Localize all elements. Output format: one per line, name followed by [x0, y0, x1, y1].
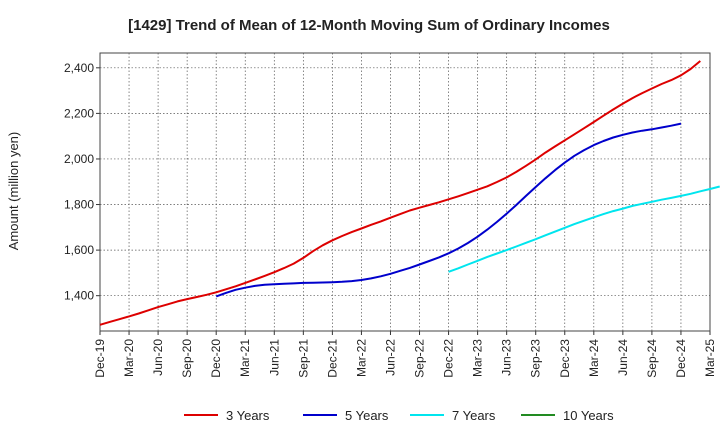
- plot-frame: [99, 52, 711, 332]
- x-tick-label: Mar-22: [354, 339, 368, 377]
- x-tick-label: Sep-23: [529, 339, 543, 378]
- plot-area: 1,400 1,600 1,800 2,000 2,200 2,400 Dec-19 Mar-…: [64, 52, 720, 378]
- x-tick-label: Dec-19: [93, 339, 107, 378]
- y-tick-label: 1,600: [64, 243, 94, 257]
- y-tick-label: 1,800: [64, 198, 94, 212]
- x-tick-label: Mar-20: [122, 339, 136, 377]
- legend-label: 3 Years: [226, 408, 270, 423]
- y-tick-label: 2,000: [64, 152, 94, 166]
- x-tick-label: Dec-24: [674, 339, 688, 378]
- x-tick-label: Jun-24: [616, 339, 630, 376]
- x-tick-label: Sep-22: [413, 339, 427, 378]
- y-tick-label: 2,400: [64, 61, 94, 75]
- legend: 3 Years 5 Years 7 Years 10 Years: [184, 408, 614, 423]
- x-tick-label: Jun-23: [500, 339, 514, 376]
- chart-title: [1429] Trend of Mean of 12-Month Moving …: [128, 17, 610, 34]
- x-tick-label: Sep-24: [645, 339, 659, 378]
- x-tick-label: Mar-24: [587, 339, 601, 377]
- x-tick-label: Mar-23: [471, 339, 485, 377]
- x-tick-label: Jun-21: [267, 339, 281, 376]
- legend-label: 10 Years: [563, 408, 614, 423]
- y-tick-label: 1,400: [64, 289, 94, 303]
- x-tick-label: Sep-21: [296, 339, 310, 378]
- legend-label: 7 Years: [452, 408, 496, 423]
- series-line-5-years: [215, 122, 682, 298]
- y-tick-label: 2,200: [64, 106, 94, 120]
- x-tick-label: Dec-20: [209, 339, 223, 378]
- x-tick-label: Dec-22: [442, 339, 456, 378]
- series-line-7-years: [448, 185, 720, 273]
- x-tick-label: Dec-21: [325, 339, 339, 378]
- x-tick-label: Mar-21: [238, 339, 252, 377]
- x-tick-label: Jun-20: [151, 339, 165, 376]
- x-tick-label: Sep-20: [180, 339, 194, 378]
- y-axis-label: Amount (million yen): [6, 132, 21, 251]
- series-line-3-years: [99, 60, 701, 326]
- x-tick-label: Jun-22: [383, 339, 397, 376]
- x-tick-label: Mar-25: [703, 339, 717, 377]
- x-tick-label: Dec-23: [558, 339, 572, 378]
- legend-label: 5 Years: [345, 408, 389, 423]
